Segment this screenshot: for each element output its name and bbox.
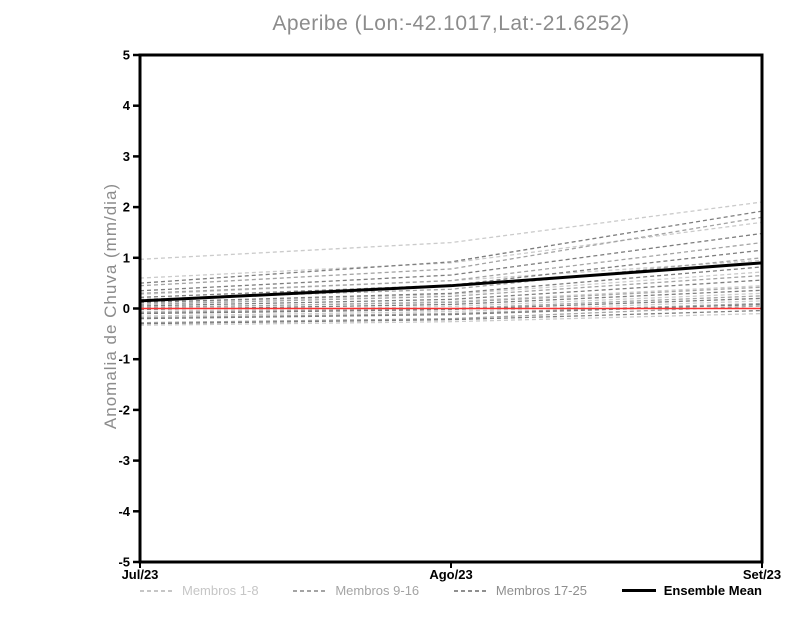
member-line [139,297,763,315]
member-line [139,257,763,301]
y-tick-label: -5 [118,555,130,570]
member-line [139,292,763,313]
member-line [139,274,763,306]
member-line [139,221,763,279]
member-line [139,201,763,260]
member-line [139,285,763,310]
member-line [139,241,763,294]
x-tick-label: Set/23 [743,567,781,582]
y-tick-label: 4 [123,98,131,113]
y-tick-label: -4 [118,504,130,519]
chart-legend: Membros 1-8 Membros 9-16 Membros 17-25 Ense… [140,583,762,598]
member-line [139,289,763,311]
legend-label: Membros 9-16 [335,583,420,598]
member-line [139,302,763,319]
x-tick-label: Jul/23 [122,567,159,582]
legend-item: Membros 17-25 [453,583,587,598]
y-tick-label: 0 [123,301,130,316]
y-tick-label: -3 [118,453,130,468]
y-tick-label: 5 [123,48,130,63]
y-tick-label: -2 [118,402,130,417]
member-line [139,271,763,305]
y-tick-label: 1 [123,250,130,265]
legend-label: Membros 17-25 [495,583,587,598]
member-line [139,309,763,325]
legend-label: Membros 1-8 [182,583,259,598]
member-line [139,279,763,307]
member-line [139,286,763,309]
y-tick-label: -1 [118,352,130,367]
ensemble-mean-line [139,261,763,303]
chart-title: Aperibe (Lon:-42.1017,Lat:-21.6252) [272,12,630,35]
member-line [139,232,763,292]
member-line [139,305,763,324]
member-line [139,266,763,304]
legend-item: Ensemble Mean [621,583,762,598]
solid-line-sample-icon [621,589,656,592]
x-tick-label: Ago/23 [429,567,472,582]
legend-label: Ensemble Mean [663,583,762,598]
dashed-line-sample-icon [293,589,328,592]
member-line [139,300,763,317]
member-line [139,216,763,287]
legend-item: Membros 1-8 [140,583,259,598]
member-line [139,210,763,284]
dashed-line-sample-icon [453,589,488,592]
y-tick-label: 2 [123,200,130,215]
member-line [139,312,763,326]
y-tick-label: 3 [123,149,130,164]
legend-item: Membros 9-16 [293,583,419,598]
dashed-line-sample-icon [140,589,174,592]
